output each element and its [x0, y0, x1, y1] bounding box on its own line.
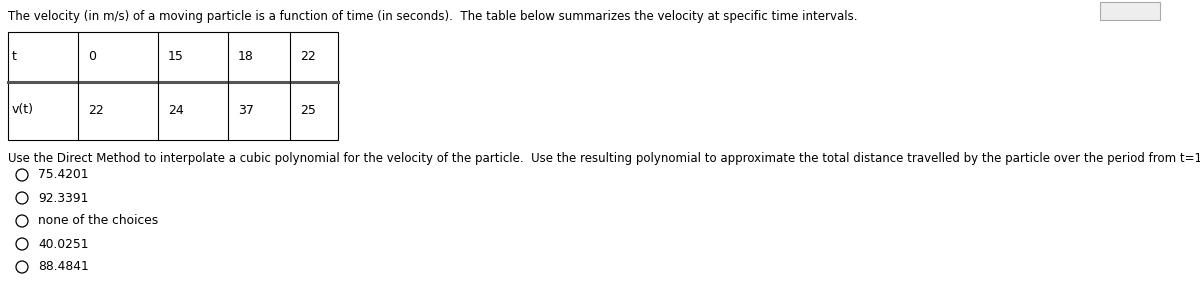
Text: 37: 37 [238, 104, 254, 117]
Text: The velocity (in m/s) of a moving particle is a function of time (in seconds).  : The velocity (in m/s) of a moving partic… [8, 10, 858, 23]
Text: 22: 22 [88, 104, 103, 117]
Text: 22: 22 [300, 50, 316, 63]
Text: Use the Direct Method to interpolate a cubic polynomial for the velocity of the : Use the Direct Method to interpolate a c… [8, 152, 1200, 165]
Text: t: t [12, 50, 17, 63]
Bar [1100, 2, 1160, 20]
Text: v(t): v(t) [12, 104, 34, 117]
Text: 15: 15 [168, 50, 184, 63]
Text: 25: 25 [300, 104, 316, 117]
Text: 18: 18 [238, 50, 254, 63]
Text: 92.3391: 92.3391 [38, 191, 89, 204]
Text: 75.4201: 75.4201 [38, 168, 89, 181]
Text: none of the choices: none of the choices [38, 214, 158, 227]
Text: 40.0251: 40.0251 [38, 237, 89, 250]
Text: 0: 0 [88, 50, 96, 63]
Text: 24: 24 [168, 104, 184, 117]
Text: 88.4841: 88.4841 [38, 260, 89, 273]
Bar [8, 32, 338, 140]
